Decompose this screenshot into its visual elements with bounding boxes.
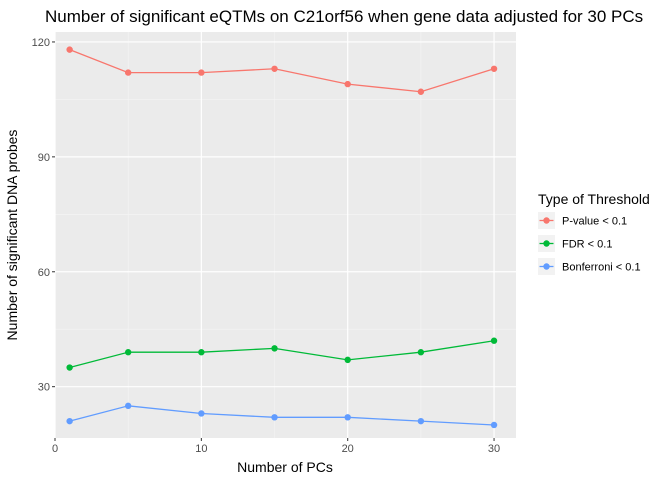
x-tick-label: 20	[342, 443, 354, 455]
legend-label: FDR < 0.1	[562, 239, 612, 251]
y-tick-label: 60	[38, 267, 50, 279]
data-point	[198, 410, 205, 417]
y-axis: 30 60 90 120	[32, 37, 55, 394]
data-point	[490, 65, 498, 72]
y-tick-label: 30	[38, 382, 50, 394]
legend-key-point	[543, 263, 550, 270]
series-layer	[66, 46, 498, 429]
data-point	[344, 80, 351, 88]
data-point	[271, 65, 278, 72]
data-point	[198, 349, 205, 356]
data-point	[344, 414, 351, 421]
data-point	[417, 88, 425, 95]
data-point	[124, 349, 132, 356]
data-point	[66, 364, 73, 371]
data-point	[271, 345, 278, 352]
legend-key-point	[543, 240, 550, 247]
data-point	[490, 337, 498, 344]
plot-panel	[55, 32, 516, 438]
data-point	[66, 46, 73, 53]
data-point	[66, 417, 73, 425]
legend-key-point	[543, 217, 550, 224]
data-point	[417, 349, 425, 356]
data-point	[271, 414, 278, 421]
legend-title: Type of Threshold	[538, 191, 650, 207]
data-point	[490, 421, 498, 429]
x-axis: 0 10 20 30	[52, 438, 500, 455]
x-axis-title: Number of PCs	[237, 459, 333, 475]
data-point	[344, 356, 351, 364]
legend-label: P-value < 0.1	[562, 216, 627, 228]
x-tick-label: 10	[195, 443, 207, 455]
grid-minor	[55, 32, 516, 438]
data-point	[417, 417, 425, 425]
x-tick-label: 0	[52, 443, 58, 455]
chart-title: Number of significant eQTMs on C21orf56 …	[45, 7, 643, 26]
y-tick-label: 90	[38, 152, 50, 164]
x-tick-label: 30	[488, 443, 500, 455]
data-point	[198, 69, 205, 76]
data-point	[124, 69, 132, 76]
data-point	[124, 402, 132, 410]
legend-label: Bonferroni < 0.1	[562, 262, 641, 274]
grid-major	[54, 32, 516, 438]
legend: Type of Threshold P-value < 0.1 FDR < 0.1…	[538, 191, 650, 275]
y-axis-title: Number of significant DNA probes	[4, 130, 20, 341]
y-tick-label: 120	[32, 37, 50, 49]
